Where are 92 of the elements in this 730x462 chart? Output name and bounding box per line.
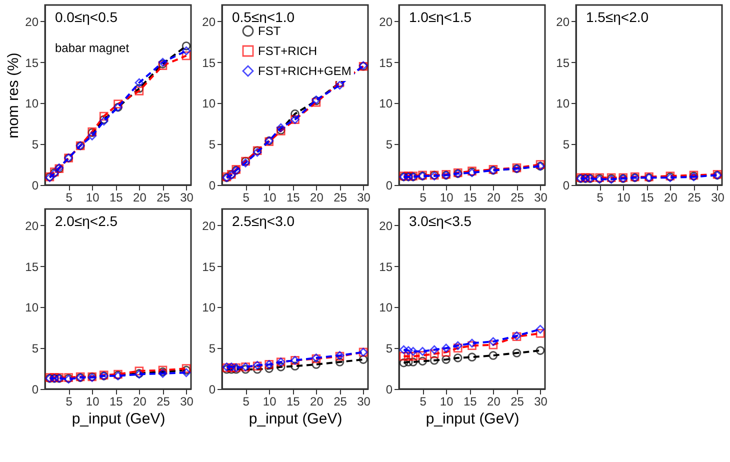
chart-title: 0.5≤η<1.0: [232, 9, 295, 25]
x-axis-title: p_input (GeV): [248, 410, 342, 428]
y-tick-label: 5: [32, 138, 39, 152]
x-tick-label: 10: [86, 394, 100, 408]
x-tick-label: 20: [487, 394, 501, 408]
y-tick-label: 10: [202, 96, 216, 111]
chart-title: 3.0≤η<3.5: [409, 213, 472, 229]
annotation: babar magnet: [55, 41, 130, 55]
x-tick-label: 5: [420, 190, 427, 204]
x-tick-label: 15: [109, 190, 124, 204]
y-axis-title: mom res (%): [5, 52, 22, 138]
y-tick-label: 10: [379, 96, 393, 111]
x-tick-label: 25: [156, 190, 170, 204]
x-tick-label: 10: [440, 394, 454, 408]
x-tick-label: 10: [440, 190, 454, 204]
x-tick-label: 30: [180, 394, 194, 408]
y-tick-label: 20: [202, 14, 216, 29]
y-tick-label: 20: [379, 14, 393, 29]
x-tick-label: 15: [463, 190, 478, 204]
x-tick-label: 30: [534, 394, 548, 408]
x-tick-label: 15: [109, 394, 124, 408]
x-tick-label: 5: [596, 190, 604, 204]
x-tick-label: 20: [310, 394, 324, 408]
y-tick-label: 5: [208, 342, 216, 356]
x-tick-label: 5: [242, 394, 250, 408]
chart-title: 1.0≤η<1.5: [409, 9, 472, 25]
x-axis-title: p_input (GeV): [72, 410, 166, 428]
y-tick-label: 0: [32, 382, 39, 396]
y-tick-label: 10: [379, 300, 393, 315]
y-tick-label: 5: [208, 138, 216, 152]
x-tick-label: 25: [688, 190, 702, 204]
y-tick-label: 15: [25, 260, 39, 274]
y-tick-label: 0: [386, 382, 393, 396]
y-tick-label: 0: [386, 178, 393, 192]
chart-title: 1.5≤η<2.0: [586, 9, 649, 25]
y-tick-label: 5: [32, 342, 39, 356]
x-tick-label: 5: [66, 394, 73, 408]
y-tick-label: 15: [25, 56, 39, 70]
x-tick-label: 25: [156, 394, 170, 408]
x-tick-label: 15: [286, 190, 300, 204]
x-tick-label: 10: [616, 190, 631, 204]
y-tick-label: 0: [562, 178, 570, 192]
legend-label: FST: [258, 24, 282, 38]
x-tick-label: 30: [357, 190, 371, 204]
legend-label: FST+RICH: [258, 44, 318, 58]
y-tick-label: 5: [386, 342, 393, 356]
chart-title: 2.0≤η<2.5: [55, 213, 118, 229]
x-tick-label: 20: [310, 190, 324, 204]
x-tick-label: 30: [534, 190, 548, 204]
y-tick-label: 20: [25, 218, 39, 233]
x-tick-label: 5: [242, 190, 250, 204]
y-tick-label: 20: [25, 14, 39, 29]
chart-title: 0.0≤η<0.5: [55, 9, 118, 25]
x-tick-label: 10: [86, 190, 100, 204]
y-tick-label: 20: [379, 218, 393, 233]
y-tick-label: 15: [379, 56, 393, 70]
x-tick-label: 5: [66, 190, 73, 204]
x-tick-label: 25: [334, 394, 348, 408]
chart-title: 2.5≤η<3.0: [232, 213, 295, 229]
x-tick-label: 30: [180, 190, 194, 204]
x-tick-label: 20: [133, 394, 147, 408]
y-tick-label: 5: [562, 138, 570, 152]
legend-label: FST+RICH+GEM: [258, 64, 352, 78]
x-tick-label: 15: [640, 190, 654, 204]
x-tick-label: 20: [133, 190, 147, 204]
y-tick-label: 10: [25, 96, 39, 111]
x-tick-label: 10: [262, 190, 277, 204]
x-tick-label: 30: [357, 394, 371, 408]
y-tick-label: 15: [202, 56, 216, 70]
y-tick-label: 20: [202, 218, 216, 233]
x-tick-label: 25: [510, 190, 524, 204]
x-tick-label: 15: [286, 394, 300, 408]
y-tick-label: 0: [208, 178, 216, 192]
y-tick-label: 20: [556, 14, 570, 29]
x-tick-label: 20: [664, 190, 678, 204]
x-axis-title: p_input (GeV): [426, 410, 520, 428]
x-tick-label: 10: [262, 394, 277, 408]
x-tick-label: 20: [487, 190, 501, 204]
x-tick-label: 25: [334, 190, 348, 204]
y-tick-label: 15: [202, 260, 216, 274]
y-tick-label: 15: [556, 56, 570, 70]
y-tick-label: 10: [202, 300, 216, 315]
x-tick-label: 15: [463, 394, 478, 408]
x-tick-label: 5: [420, 394, 427, 408]
y-tick-label: 10: [25, 300, 39, 315]
x-tick-label: 25: [510, 394, 524, 408]
y-tick-label: 0: [32, 178, 39, 192]
y-tick-label: 0: [208, 382, 216, 396]
y-tick-label: 15: [379, 260, 393, 274]
x-tick-label: 30: [711, 190, 725, 204]
y-tick-label: 5: [386, 138, 393, 152]
y-tick-label: 10: [556, 96, 570, 111]
